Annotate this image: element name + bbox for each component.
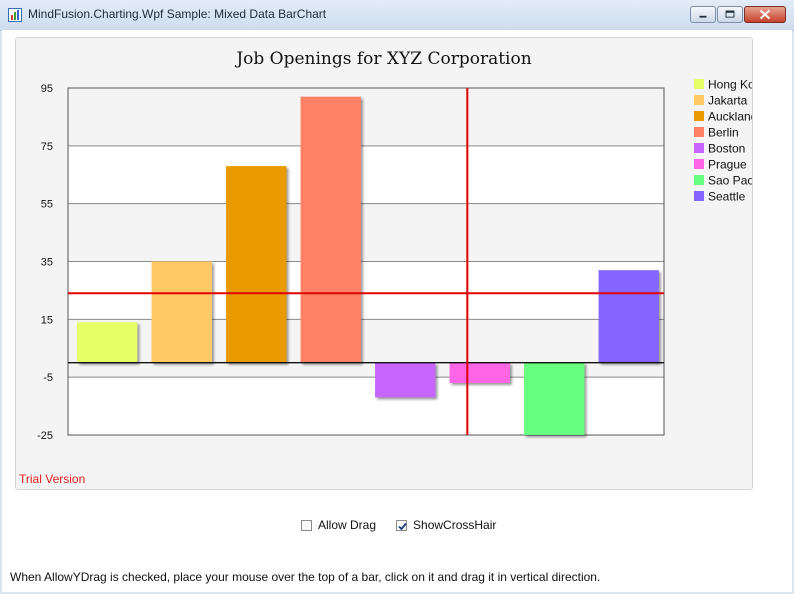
plot-band <box>68 203 664 262</box>
minimize-button[interactable] <box>690 6 716 23</box>
legend-label: Sao Paolo <box>708 174 752 188</box>
legend-swatch <box>694 127 704 137</box>
y-tick-label: -25 <box>37 430 53 442</box>
maximize-icon <box>725 10 735 18</box>
allow-drag-option[interactable]: Allow Drag <box>301 518 376 532</box>
plot-area-border <box>67 87 665 436</box>
legend-label: Hong Kong <box>708 78 752 92</box>
bar-boston[interactable] <box>375 362 436 398</box>
legend-swatch <box>694 143 704 153</box>
client-area: Job Openings for XYZ Corporation 95 75 55 3… <box>2 30 792 592</box>
options-row: Allow Drag ShowCrossHair <box>301 518 516 532</box>
window-title: MindFusion.Charting.Wpf Sample: Mixed Da… <box>28 7 327 21</box>
show-crosshair-label: ShowCrossHair <box>413 518 497 532</box>
close-button[interactable] <box>744 6 786 23</box>
legend-label: Seattle <box>708 190 746 204</box>
maximize-button[interactable] <box>717 6 743 23</box>
close-icon <box>759 9 771 20</box>
allow-drag-checkbox[interactable] <box>301 519 312 531</box>
trial-version-label: Trial Version <box>19 472 86 486</box>
legend-label: Auckland <box>708 110 752 124</box>
legend-label: Prague <box>708 158 747 172</box>
show-crosshair-checkbox[interactable] <box>396 519 408 531</box>
chart-panel: Job Openings for XYZ Corporation 95 75 55 3… <box>15 37 753 490</box>
show-crosshair-option[interactable]: ShowCrossHair <box>396 518 496 532</box>
y-tick-label: 15 <box>41 314 53 326</box>
bar-chart[interactable]: 95 75 55 35 15 -5 -25 Hong Kong Jakarta Auckland B… <box>16 38 752 489</box>
legend-swatch <box>694 159 704 169</box>
y-tick-label: 35 <box>41 257 53 269</box>
app-icon <box>8 8 22 22</box>
bar-hong-kong[interactable] <box>77 322 138 363</box>
checkmark-icon <box>398 522 407 530</box>
legend-label: Jakarta <box>708 94 748 108</box>
legend-label: Berlin <box>708 126 739 140</box>
y-tick-label: 75 <box>41 141 53 153</box>
bar-prague[interactable] <box>449 362 510 383</box>
y-tick-label: -5 <box>43 372 53 384</box>
bar-seattle[interactable] <box>598 270 659 363</box>
instruction-text: When AllowYDrag is checked, place your m… <box>10 570 601 584</box>
legend-swatch <box>694 175 704 185</box>
bar-sao-paolo[interactable] <box>524 362 585 435</box>
legend-swatch <box>694 79 704 89</box>
minimize-icon <box>699 15 707 18</box>
plot-band <box>68 145 664 204</box>
bar-auckland[interactable] <box>226 166 287 363</box>
allow-drag-label: Allow Drag <box>318 518 377 532</box>
plot-band <box>68 88 664 146</box>
chart-title: Job Openings for XYZ Corporation <box>236 49 532 69</box>
bar-jakarta[interactable] <box>151 261 212 363</box>
legend-swatch <box>694 95 704 105</box>
y-tick-label: 55 <box>41 199 53 211</box>
bar-berlin[interactable] <box>300 96 361 363</box>
y-tick-label: 95 <box>41 83 53 95</box>
legend-swatch <box>694 191 704 201</box>
legend-swatch <box>694 111 704 121</box>
legend-label: Boston <box>708 142 745 156</box>
title-bar[interactable]: MindFusion.Charting.Wpf Sample: Mixed Da… <box>0 0 794 31</box>
